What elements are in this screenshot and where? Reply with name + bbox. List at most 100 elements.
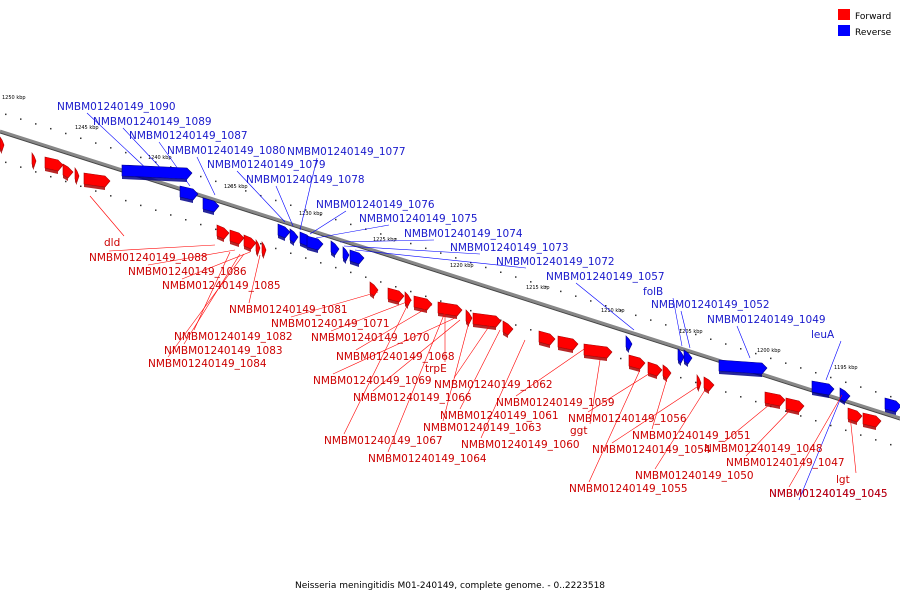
tick-dot: [830, 424, 832, 427]
tick-dot: [785, 362, 787, 364]
reverse-gene-label: NMBM01240149_1073: [450, 242, 569, 254]
forward-gene: [404, 291, 412, 309]
axis-tick-label: 1220 kbp: [450, 263, 474, 269]
reverse-gene: [306, 235, 324, 253]
tick-dot: [425, 295, 427, 298]
gene-features: [0, 136, 900, 430]
tick-dot: [50, 127, 52, 130]
tick-dot: [110, 147, 112, 149]
leader-line: [723, 399, 776, 443]
leader-line: [299, 157, 318, 231]
leader-line: [339, 239, 435, 243]
axis-tick-label: 1210 kbp: [601, 308, 625, 314]
tick-dot: [395, 286, 397, 288]
tick-dot: [95, 190, 97, 192]
tick-dot: [695, 333, 697, 336]
reverse-gene: [625, 335, 633, 353]
genome-caption: Neisseria meningitidis M01-240149, compl…: [295, 581, 605, 591]
forward-gene-label: NMBM01240149_1069: [313, 375, 432, 387]
forward-gene: [261, 241, 267, 259]
leader-line: [672, 297, 683, 347]
forward-gene: [62, 163, 74, 181]
tick-dot: [590, 300, 592, 302]
tick-dot: [575, 295, 577, 297]
tick-dot: [620, 357, 622, 360]
tick-dot: [635, 314, 637, 317]
tick-dot: [470, 309, 472, 312]
forward-gene-label: NMBM01240149_1060: [461, 439, 580, 451]
tick-dot: [245, 190, 247, 192]
forward-gene-label: ggt: [570, 425, 587, 437]
tick-dot: [110, 195, 112, 197]
leader-line: [849, 414, 857, 474]
forward-gene-label: NMBM01240149_1067: [324, 435, 443, 447]
forward-gene: [538, 330, 556, 348]
forward-gene-label: NMBM01240149_1051: [632, 430, 751, 442]
forward-gene: [502, 320, 514, 338]
reverse-gene-label: NMBM01240149_1072: [496, 256, 615, 268]
forward-gene: [255, 239, 261, 257]
tick-dot: [5, 113, 7, 116]
forward-gene: [387, 287, 405, 305]
tick-dot: [620, 309, 622, 312]
leader-line: [108, 244, 216, 252]
reverse-gene: [289, 228, 299, 246]
leader-line: [788, 394, 843, 488]
tick-dot: [515, 324, 517, 326]
leader-line: [745, 404, 796, 457]
forward-gene: [413, 295, 433, 313]
leader-line: [355, 304, 433, 351]
tick-dot: [335, 266, 337, 269]
forward-gene-label: NMBM01240149_1050: [635, 470, 754, 482]
leader-line: [480, 339, 526, 439]
forward-gene-label: lgt: [836, 474, 850, 486]
leader-line: [442, 317, 471, 422]
tick-dot: [410, 242, 412, 245]
axis-tick-label: 1235 kbp: [224, 184, 248, 190]
tick-dot: [140, 204, 142, 207]
tick-dot: [605, 304, 607, 307]
leader-line: [575, 282, 635, 331]
reverse-gene: [277, 223, 291, 241]
tick-dot: [215, 228, 217, 231]
tick-dot: [320, 214, 322, 216]
leader-line: [89, 195, 125, 237]
leader-line: [193, 251, 231, 331]
forward-gene-label: NMBM01240149_1063: [423, 422, 542, 434]
tick-dot: [5, 161, 7, 164]
tick-dot: [80, 185, 82, 188]
tick-dot: [485, 266, 487, 269]
forward-gene-label: NMBM01240149_1082: [174, 331, 293, 343]
tick-dot: [530, 281, 532, 283]
leader-line: [309, 210, 347, 235]
reverse-gene: [683, 349, 693, 367]
forward-gene-label: NMBM01240149_1062: [434, 379, 553, 391]
leader-line: [248, 254, 261, 304]
forward-gene-label: NMBM01240149_1047: [726, 457, 845, 469]
tick-dot: [710, 338, 712, 340]
tick-dot: [755, 400, 757, 403]
forward-gene-label: NMBM01240149_1068: [336, 351, 455, 363]
tick-dot: [680, 328, 682, 331]
tick-dot: [35, 171, 37, 173]
tick-dot: [845, 429, 847, 432]
tick-dot: [305, 209, 307, 211]
leader-line: [825, 340, 842, 381]
forward-gene-label: NMBM01240149_1048: [704, 443, 823, 455]
reverse-gene-label: NMBM01240149_1057: [546, 271, 665, 283]
reverse-gene: [342, 246, 350, 264]
legend-forward-label: Forward: [855, 12, 891, 22]
tick-dot: [650, 319, 652, 321]
reverse-gene-label: NMBM01240149_1077: [287, 146, 406, 158]
tick-dot: [740, 396, 742, 398]
leader-line: [275, 185, 294, 227]
tick-dot: [890, 443, 892, 446]
tick-dot: [35, 123, 37, 125]
tick-dot: [455, 257, 457, 259]
leader-line: [651, 374, 669, 430]
reverse-gene: [179, 185, 199, 203]
leader-line: [387, 304, 449, 453]
tick-dot: [800, 367, 802, 369]
leader-line: [332, 317, 456, 375]
forward-gene-label: NMBM01240149_1085: [162, 280, 281, 292]
